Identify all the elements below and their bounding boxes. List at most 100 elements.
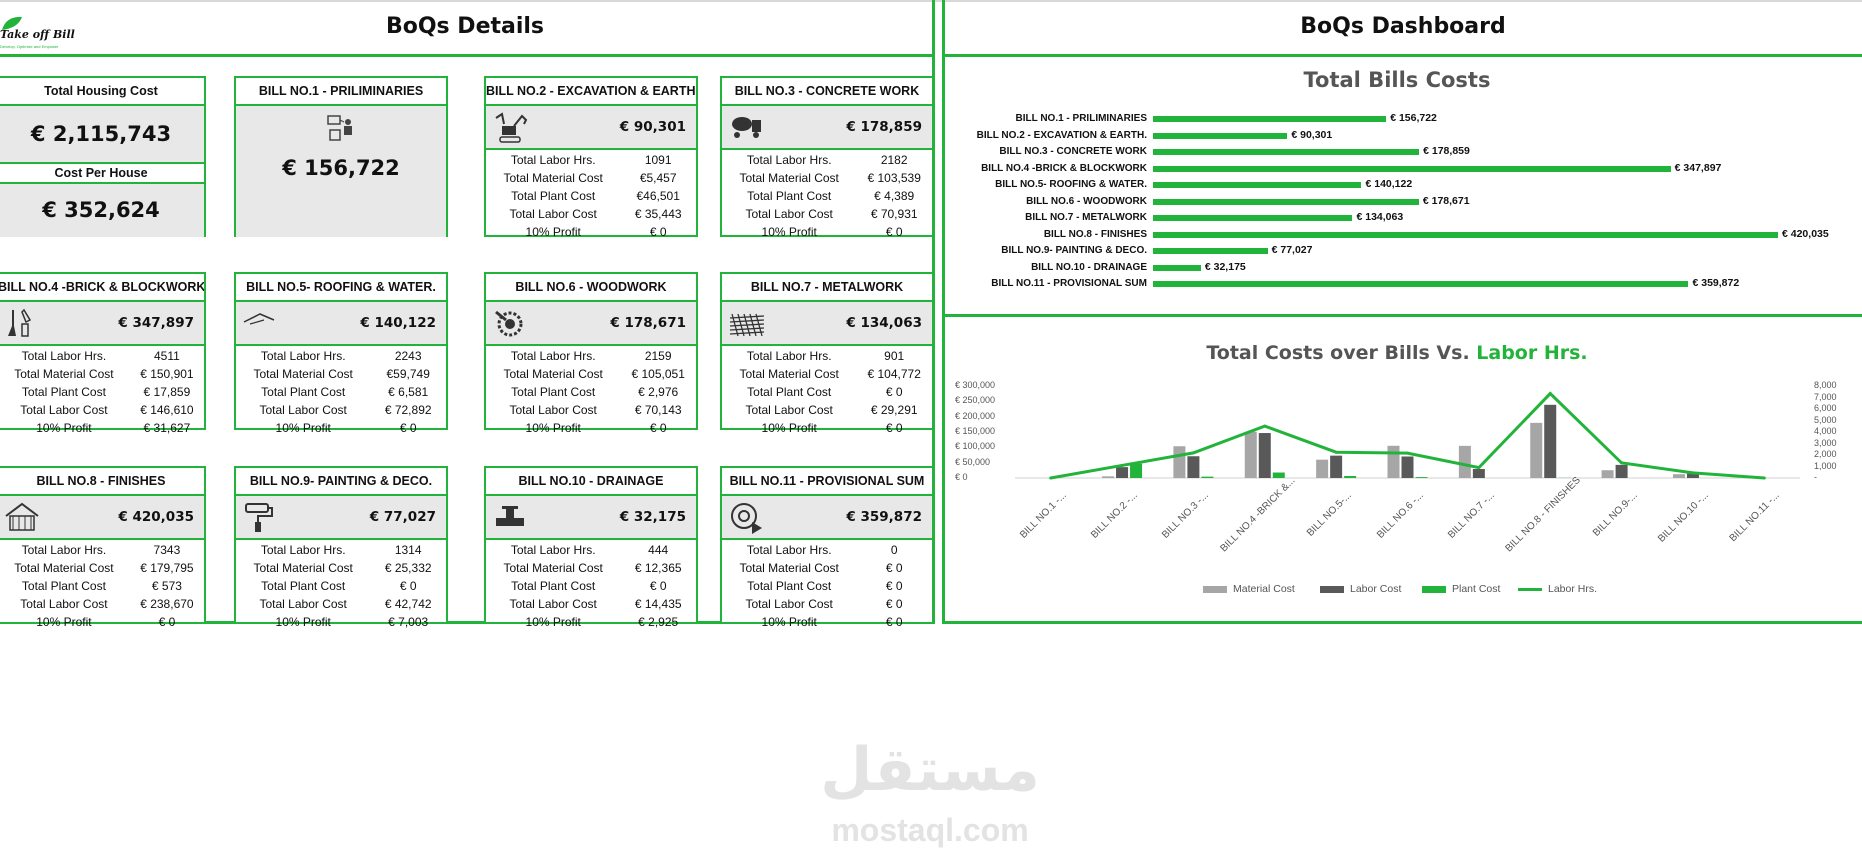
labor-hrs-point [1191, 451, 1195, 455]
bill-9-detail-row: Total Plant Cost € 0 [236, 577, 446, 595]
bill-2-detail-row: Total Plant Cost €46,501 [486, 187, 696, 205]
pipe-valve-icon [496, 506, 524, 526]
bill-5-detail-row: Total Labor Hrs. 2243 [236, 347, 446, 365]
bill-6-detail-row: Total Plant Cost € 2,976 [486, 383, 696, 401]
cost-per-house-label: Cost Per House [0, 164, 204, 184]
combo-bar-plant-cost [1272, 472, 1285, 478]
detail-label: Total Labor Hrs. [746, 543, 832, 557]
detail-value: € 42,742 [384, 597, 432, 611]
y2-axis-tick-label: 8,000 [1814, 380, 1837, 390]
hbar-bar [1153, 198, 1419, 205]
bill-10-detail-row: Total Material Cost € 12,365 [486, 559, 696, 577]
bill-5-detail-row: 10% Profit € 0 [236, 419, 446, 437]
hbar-value-label: € 77,027 [1271, 244, 1313, 256]
combo-chart-title: Total Costs over Bills Vs. Labor Hrs. [944, 342, 1850, 364]
detail-value: € 238,670 [140, 597, 194, 611]
bill-11-card: BILL NO.11 - PROVISIONAL SUM € 359,872 Tot… [720, 466, 934, 629]
logo-text: Take off Bill [0, 28, 75, 41]
detail-label: Total Labor Hrs. [21, 543, 107, 557]
hbar-bar [1153, 132, 1288, 139]
detail-label: 10% Profit [525, 421, 581, 435]
detail-value: € 0 [885, 385, 903, 399]
bill-9-detail-row: Total Labor Cost € 42,742 [236, 595, 446, 613]
boqs-dashboard-title: BoQs Dashboard [1300, 14, 1506, 39]
hbar-bar [1153, 248, 1268, 254]
bill-3-detail-row: 10% Profit € 0 [722, 223, 932, 241]
hbar-bar [1153, 182, 1362, 188]
y2-axis-tick-label: 1,000 [1814, 460, 1837, 471]
x-axis-category-label: BILL NO.1 -... [1017, 490, 1069, 541]
hbar-bar [1153, 165, 1671, 172]
detail-value: € 0 [649, 225, 667, 239]
detail-value: € 146,610 [140, 403, 194, 417]
detail-value: € 0 [158, 615, 176, 629]
bill-4-details: Total Labor Hrs. 4511 Total Material Cost €… [0, 346, 204, 437]
bill-7-detail-row: Total Plant Cost € 0 [722, 383, 932, 401]
detail-label: Total Labor Cost [259, 403, 347, 417]
bill-8-detail-row: Total Labor Hrs. 7343 [0, 541, 204, 559]
bill-1-body: € 156,722 [236, 106, 446, 237]
hbar-value-label: € 347,897 [1674, 161, 1722, 174]
bill-8-card: BILL NO.8 - FINISHES € 420,035 Total Labor… [0, 466, 206, 629]
bill-11-amount: € 359,872 [846, 509, 922, 525]
labor-hrs-point [1762, 476, 1766, 480]
bill-3-details: Total Labor Hrs. 2182 Total Material Cost €… [722, 150, 932, 241]
bill-8-details: Total Labor Hrs. 7343 Total Material Cost €… [0, 540, 204, 631]
detail-label: Total Labor Cost [745, 207, 833, 221]
total-housing-cost-value: € 2,115,743 [30, 122, 172, 146]
bill-4-amount: € 347,897 [118, 315, 194, 331]
detail-label: Total Labor Hrs. [21, 349, 107, 363]
hbar-category-label: BILL NO.1 - PRILIMINARIES [1015, 113, 1148, 124]
x-axis-category-label: BILL NO.7 -... [1445, 490, 1497, 541]
bill-6-title: BILL NO.6 - WOODWORK [486, 274, 696, 302]
detail-value: € 0 [399, 579, 417, 593]
labor-hrs-point [1406, 451, 1409, 455]
detail-value: 0 [890, 543, 898, 557]
detail-value: € 179,795 [140, 561, 194, 575]
bill-5-amount: € 140,122 [360, 315, 436, 331]
detail-value: 2243 [394, 349, 422, 363]
labor-hrs-point [1049, 476, 1053, 480]
hbar-value-label: € 178,859 [1423, 145, 1470, 157]
bill-10-detail-row: 10% Profit € 2,925 [486, 613, 696, 631]
x-axis-category-label: BILL NO.4 -BRICK &... [1218, 475, 1298, 555]
detail-label: Total Plant Cost [747, 579, 832, 593]
x-axis-category-label: BILL NO.10 -... [1656, 490, 1711, 545]
detail-label: Total Labor Cost [745, 403, 833, 417]
combo-bar-labor-cost [1330, 455, 1343, 478]
hbar-value-label: € 178,671 [1422, 194, 1470, 207]
detail-label: Total Plant Cost [511, 189, 596, 203]
y-axis-tick-label: € 50,000 [955, 456, 991, 467]
combo-bar-labor-cost [1544, 404, 1557, 478]
bill-8-detail-row: Total Plant Cost € 573 [0, 577, 204, 595]
combo-bar-labor-cost [1258, 433, 1271, 478]
detail-value: € 0 [649, 421, 667, 435]
detail-label: Total Material Cost [253, 367, 353, 381]
detail-label: Total Material Cost [739, 367, 839, 381]
detail-label: Total Material Cost [739, 171, 839, 185]
detail-value: € 103,539 [867, 171, 921, 185]
detail-value: € 31,627 [143, 421, 191, 435]
bill-4-detail-row: Total Material Cost € 150,901 [0, 365, 204, 383]
detail-label: Total Labor Hrs. [260, 349, 346, 363]
detail-value: € 2,976 [638, 385, 679, 399]
bill-3-detail-row: Total Material Cost € 103,539 [722, 169, 932, 187]
roof-icon [243, 313, 275, 325]
detail-value: €46,501 [636, 189, 680, 203]
bill-10-details: Total Labor Hrs. 444 Total Material Cost € … [486, 540, 696, 631]
detail-label: 10% Profit [761, 615, 817, 629]
bill-9-amount-band: € 77,027 [236, 496, 446, 540]
detail-label: Total Labor Cost [509, 403, 597, 417]
detail-value: €5,457 [639, 171, 677, 185]
detail-value: 444 [648, 543, 669, 557]
combo-chart-title-part2: Labor Hrs. [1476, 342, 1588, 364]
hbar-category-label: BILL NO.6 - WOODWORK [1026, 195, 1147, 207]
detail-value: € 72,892 [384, 403, 432, 417]
x-axis-category-label: BILL NO.8 - FINISHES [1503, 474, 1584, 555]
legend-swatch [1320, 586, 1344, 593]
detail-value: € 0 [885, 561, 903, 575]
bill-2-detail-row: Total Labor Cost € 35,443 [486, 205, 696, 223]
combo-bar-material-cost [1102, 476, 1115, 478]
hbar-value-label: € 32,175 [1204, 260, 1246, 273]
